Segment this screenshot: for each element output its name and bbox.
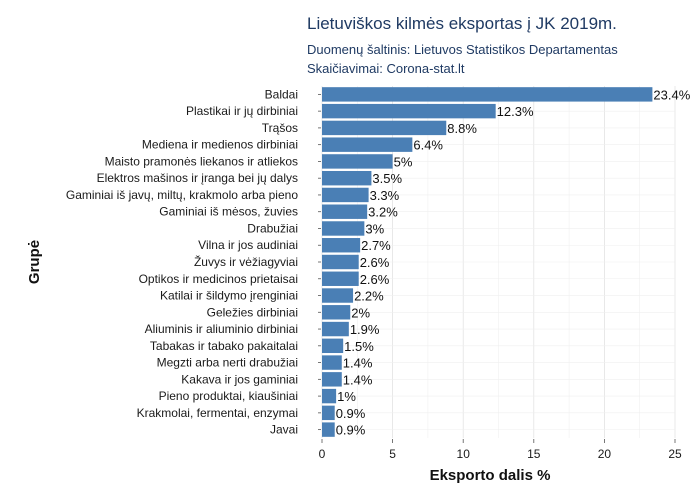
bar [322, 288, 354, 303]
bar [322, 271, 359, 286]
data-label: 3% [365, 221, 384, 236]
category-label: Drabužiai [247, 221, 298, 235]
data-label: 0.9% [336, 423, 366, 438]
data-label: 8.8% [447, 121, 477, 136]
x-tick-label: 25 [668, 447, 682, 461]
data-label: 1.5% [344, 339, 374, 354]
bar [322, 355, 342, 370]
category-label: Maisto pramonės liekanos ir atliekos [105, 154, 298, 168]
category-label: Optikos ir medicinos prietaisai [139, 272, 298, 286]
category-label: Gaminiai iš mėsos, žuvies [159, 205, 298, 219]
x-tick-label: 5 [389, 447, 396, 461]
bar [322, 321, 349, 337]
data-label: 5% [394, 154, 413, 169]
bar [322, 120, 447, 136]
bar [322, 187, 369, 203]
category-label: Gaminiai iš javų, miltų, krakmolo arba p… [66, 188, 298, 202]
data-label: 3.5% [372, 171, 402, 186]
bar [322, 405, 335, 421]
bar [322, 137, 413, 152]
data-label: 2.2% [354, 289, 384, 304]
data-label: 3.3% [370, 188, 400, 203]
category-label: Elektros mašinos ir įranga bei jų dalys [97, 171, 298, 185]
data-label: 2.6% [360, 255, 390, 270]
category-label: Geležies dirbiniai [207, 305, 298, 319]
x-tick-label: 0 [319, 447, 326, 461]
category-label: Plastikai ir jų dirbiniai [186, 104, 298, 118]
data-label: 1.4% [343, 356, 373, 371]
data-label: 2.7% [361, 238, 391, 253]
category-label: Aliuminis ir aliuminio dirbiniai [145, 322, 298, 336]
bar [322, 154, 393, 169]
data-labels: 23.4% 12.3% 8.8% 6.4%5% 3.5% 3.3% 3.2%3% 2.7% 2.… [336, 87, 691, 437]
data-label: 0.9% [336, 406, 366, 421]
data-label: 1.9% [350, 322, 380, 337]
category-label: Javai [270, 423, 298, 437]
bar [322, 388, 337, 404]
category-label: Trąšos [262, 121, 298, 135]
category-label: Krakmolai, fermentai, enzymai [137, 406, 298, 420]
data-label: 12.3% [497, 104, 534, 119]
bar [322, 305, 351, 320]
category-labels: Baldai Plastikai ir jų dirbiniai Trąšos Med… [66, 87, 321, 437]
chart-subtitle-source: Duomenų šaltinis: Lietuvos Statistikos D… [307, 42, 618, 57]
x-tick-label: 15 [527, 447, 541, 461]
category-label: Megzti arba nerti drabužiai [157, 356, 298, 370]
data-label: 2% [351, 305, 370, 320]
bar [322, 170, 372, 186]
chart-subtitle-calculations: Skaičiavimai: Corona-stat.lt [307, 61, 465, 76]
data-label: 23.4% [653, 87, 690, 102]
bar [322, 87, 653, 102]
bar [322, 254, 359, 270]
bar [322, 338, 344, 354]
category-label: Žuvys ir vėžiagyviai [194, 254, 298, 269]
x-axis-title: Eksporto dalis % [430, 467, 551, 484]
bar [322, 103, 496, 119]
bar [322, 422, 335, 437]
category-label: Katilai ir šildymo įrenginiai [160, 289, 298, 303]
category-label: Kakava ir jos gaminiai [181, 372, 298, 386]
bar [322, 204, 368, 219]
x-axis: 0 5 10 15 20 25 [319, 439, 682, 461]
chart-title: Lietuviškos kilmės eksportas į JK 2019m. [307, 14, 617, 33]
bars [322, 87, 653, 437]
category-label: Baldai [265, 87, 298, 101]
bar [322, 372, 342, 387]
data-label: 1% [337, 389, 356, 404]
data-label: 3.2% [368, 205, 398, 220]
y-axis-title: Grupė [26, 240, 43, 284]
category-label: Pieno produktai, kiaušiniai [159, 389, 298, 403]
category-label: Tabakas ir tabako pakaitalai [150, 339, 298, 353]
category-label: Mediena ir medienos dirbiniai [142, 138, 298, 152]
bar [322, 221, 365, 236]
data-label: 6.4% [413, 138, 443, 153]
x-tick-label: 20 [598, 447, 612, 461]
category-label: Vilna ir jos audiniai [198, 238, 298, 252]
data-label: 1.4% [343, 372, 373, 387]
x-tick-label: 10 [457, 447, 471, 461]
bar [322, 238, 361, 253]
data-label: 2.6% [360, 272, 390, 287]
